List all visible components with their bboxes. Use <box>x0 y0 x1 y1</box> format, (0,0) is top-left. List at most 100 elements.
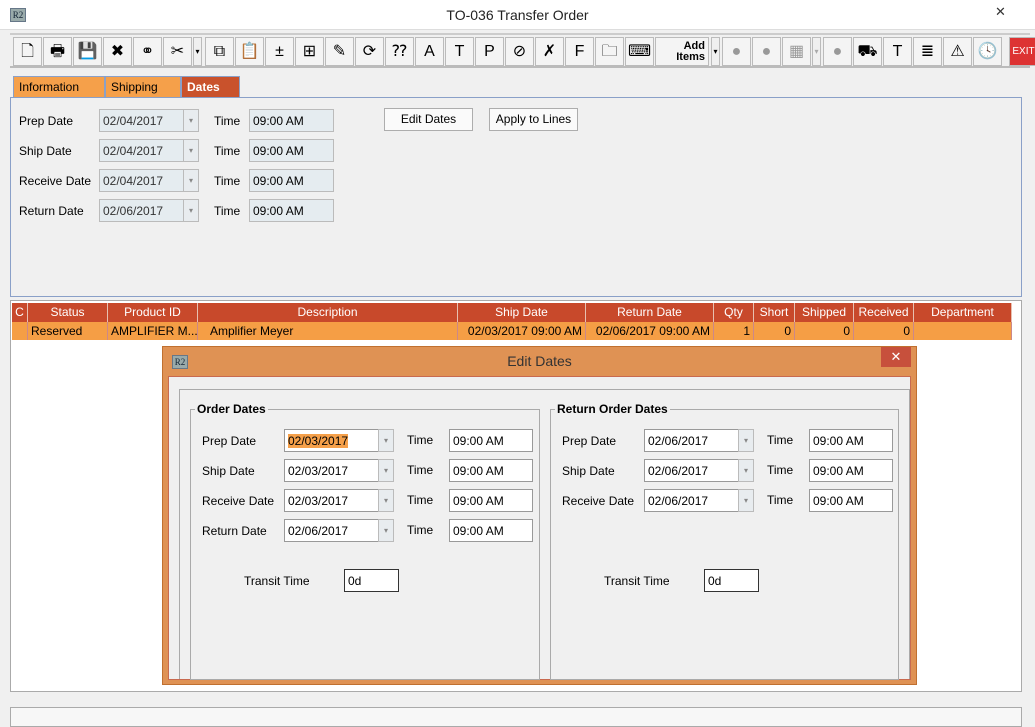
order-ship-date-time-field[interactable]: 09:00 AM <box>449 459 533 482</box>
dialog-close-button[interactable]: ✕ <box>881 347 911 367</box>
prep-date-label: Prep Date <box>19 114 74 128</box>
column-header-department[interactable]: Department <box>914 303 1012 322</box>
column-header-c[interactable]: C <box>12 303 28 322</box>
receive-date-time-field[interactable]: 09:00 AM <box>249 169 334 192</box>
column-header-qty[interactable]: Qty <box>714 303 754 322</box>
dropdown-arrow-button[interactable]: ▾ <box>193 37 202 66</box>
return-prep-date-field[interactable]: 02/06/2017 <box>644 429 739 452</box>
refresh-button[interactable]: ⟳ <box>355 37 384 66</box>
calendar-dropdown-button[interactable]: ▾ <box>183 139 199 162</box>
window-close-button[interactable]: ✕ <box>995 4 1006 19</box>
row-checkbox[interactable] <box>12 322 28 340</box>
calendar-dropdown-button[interactable]: ▾ <box>378 429 394 452</box>
prep-date-field[interactable]: 02/04/2017 <box>99 109 184 132</box>
calendar-dropdown-button[interactable]: ▾ <box>378 459 394 482</box>
order-return-date-field[interactable]: 02/06/2017 <box>284 519 379 542</box>
disabled-1-button[interactable]: ● <box>722 37 751 66</box>
file-button[interactable]: F <box>565 37 594 66</box>
order-dates-group: Order Dates <box>190 402 540 680</box>
order-prep-date-field[interactable]: 02/03/2017 <box>284 429 379 452</box>
disabled-2-button[interactable]: ● <box>752 37 781 66</box>
return-date-field[interactable]: 02/06/2017 <box>99 199 184 222</box>
receive-date-label: Receive Date <box>19 174 92 188</box>
add-line-button[interactable]: ⊞ <box>295 37 324 66</box>
remove-document-button[interactable]: ✗ <box>535 37 564 66</box>
cut-button[interactable]: ✂ <box>163 37 192 66</box>
calendar-dropdown-button[interactable]: ▾ <box>378 489 394 512</box>
warning-button[interactable]: ⚠ <box>943 37 972 66</box>
history-button[interactable]: 🕓 <box>973 37 1002 66</box>
edit-notes-button[interactable]: ✎ <box>325 37 354 66</box>
column-header-return-date[interactable]: Return Date <box>586 303 714 322</box>
column-header-description[interactable]: Description <box>198 303 458 322</box>
copy-button[interactable]: ⧉ <box>205 37 234 66</box>
dropdown-arrow-button[interactable]: ▾ <box>812 37 821 66</box>
order-return-date-time-field[interactable]: 09:00 AM <box>449 519 533 542</box>
tag-button[interactable]: T <box>445 37 474 66</box>
column-header-short[interactable]: Short <box>754 303 795 322</box>
prep-date-time-field[interactable]: 09:00 AM <box>249 109 334 132</box>
return-transit-time-label: Transit Time <box>604 574 670 588</box>
calendar-dropdown-button[interactable]: ▾ <box>738 489 754 512</box>
order-ship-date-field[interactable]: 02/03/2017 <box>284 459 379 482</box>
tab-information[interactable]: Information <box>13 76 105 97</box>
truck-button[interactable]: ⛟ <box>853 37 882 66</box>
return-prep-date-time-field[interactable]: 09:00 AM <box>809 429 893 452</box>
table-cell-received: 0 <box>854 322 914 340</box>
tab-dates[interactable]: Dates <box>181 76 240 97</box>
column-header-received[interactable]: Received <box>854 303 914 322</box>
column-header-status[interactable]: Status <box>28 303 108 322</box>
return-receive-date-time-field[interactable]: 09:00 AM <box>809 489 893 512</box>
calendar-dropdown-button[interactable]: ▾ <box>183 169 199 192</box>
delete-button[interactable]: ✖ <box>103 37 132 66</box>
edit-dates-button[interactable]: Edit Dates <box>384 108 473 131</box>
return-date-time-field[interactable]: 09:00 AM <box>249 199 334 222</box>
order-transit-time-field[interactable]: 0d <box>344 569 399 592</box>
order-prep-date-time-field[interactable]: 09:00 AM <box>449 429 533 452</box>
apply-to-lines-button[interactable]: Apply to Lines <box>489 108 578 131</box>
availability-button[interactable]: ⁇ <box>385 37 414 66</box>
receive-date-field[interactable]: 02/04/2017 <box>99 169 184 192</box>
disabled-4-button[interactable]: ● <box>823 37 852 66</box>
order-receive-date-time-field[interactable]: 09:00 AM <box>449 489 533 512</box>
binoculars-button[interactable]: ⚭ <box>133 37 162 66</box>
return-receive-date-field[interactable]: 02/06/2017 <box>644 489 739 512</box>
save-button[interactable]: 💾 <box>73 37 102 66</box>
new-document-button[interactable]: 🗋 <box>13 37 42 66</box>
column-header-shipped[interactable]: Shipped <box>795 303 854 322</box>
add-remove-button[interactable]: ± <box>265 37 294 66</box>
no-button[interactable]: ⊘ <box>505 37 534 66</box>
key-button[interactable]: ⌨ <box>625 37 654 66</box>
key-icon: ⌨ <box>627 43 652 60</box>
disabled-3-button[interactable]: ▦ <box>782 37 811 66</box>
toolbar: 🗋 🖶 💾 ✖ ⚭ ✂ ▾ ⧉ 📋 ± ⊞ ✎ ⟳ ⁇ A T P ⊘ ✗ F 🗀 ⌨ Add Items ▾ ● ● ▦ ▾ ● ⛟ T ≣… <box>10 33 1035 68</box>
ship-date-field[interactable]: 02/04/2017 <box>99 139 184 162</box>
folder-button[interactable]: 🗀 <box>595 37 624 66</box>
return-ship-date-time-field[interactable]: 09:00 AM <box>809 459 893 482</box>
add-items-dropdown-button[interactable]: ▾ <box>711 37 720 66</box>
asset-button[interactable]: A <box>415 37 444 66</box>
cut-icon: ✂ <box>170 43 185 60</box>
calendar-dropdown-button[interactable]: ▾ <box>738 429 754 452</box>
calendar-dropdown-button[interactable]: ▾ <box>738 459 754 482</box>
misc-po-button[interactable]: P <box>475 37 504 66</box>
return-transit-time-field[interactable]: 0d <box>704 569 759 592</box>
add-items-button[interactable]: Add Items <box>655 37 709 66</box>
return-ship-date-field[interactable]: 02/06/2017 <box>644 459 739 482</box>
calendar-dropdown-button[interactable]: ▾ <box>378 519 394 542</box>
order-receive-date-field[interactable]: 02/03/2017 <box>284 489 379 512</box>
transfer-button[interactable]: T <box>883 37 912 66</box>
column-header-ship-date[interactable]: Ship Date <box>458 303 586 322</box>
tab-shipping[interactable]: Shipping <box>105 76 181 97</box>
paste-button[interactable]: 📋 <box>235 37 264 66</box>
calendar-dropdown-button[interactable]: ▾ <box>183 199 199 222</box>
column-header-product-id[interactable]: Product ID <box>108 303 198 322</box>
exit-icon: EXIT <box>1012 46 1035 57</box>
document-button[interactable]: ≣ <box>913 37 942 66</box>
print-button[interactable]: 🖶 <box>43 37 72 66</box>
exit-button[interactable]: EXIT <box>1009 37 1035 66</box>
time-label: Time <box>214 174 241 188</box>
calendar-dropdown-button[interactable]: ▾ <box>183 109 199 132</box>
time-label: Time <box>767 433 794 447</box>
ship-date-time-field[interactable]: 09:00 AM <box>249 139 334 162</box>
